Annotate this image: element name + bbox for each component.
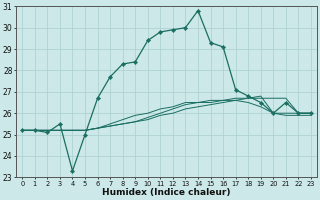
X-axis label: Humidex (Indice chaleur): Humidex (Indice chaleur) bbox=[102, 188, 231, 197]
